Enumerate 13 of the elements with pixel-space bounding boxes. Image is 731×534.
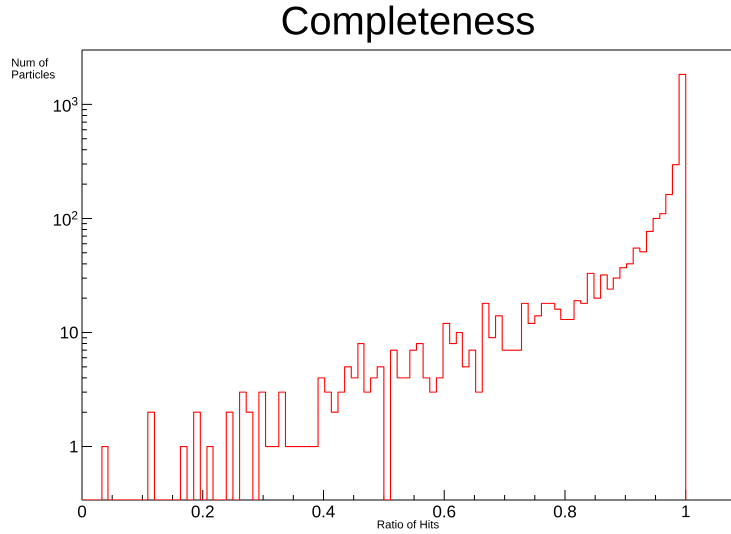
y-tick-label: 1 <box>70 440 78 452</box>
x-tick-label: 0.6 <box>433 506 456 518</box>
y-tick-label: 10 <box>60 326 78 338</box>
x-tick-label: 0.8 <box>554 506 576 518</box>
x-axis-title: Ratio of Hits <box>378 520 439 528</box>
chart-title: Completeness <box>282 6 534 43</box>
x-tick-label: 0.2 <box>192 506 214 518</box>
y-tick-label: 10$^{2}$ <box>54 211 78 226</box>
x-tick-label: 0 <box>78 506 86 518</box>
x-tick-label: 1 <box>682 506 690 518</box>
y-axis-title: Num of Particles <box>12 58 55 79</box>
y-tick-label: 10$^{3}$ <box>54 97 78 112</box>
x-tick-label: 0.4 <box>312 506 335 518</box>
